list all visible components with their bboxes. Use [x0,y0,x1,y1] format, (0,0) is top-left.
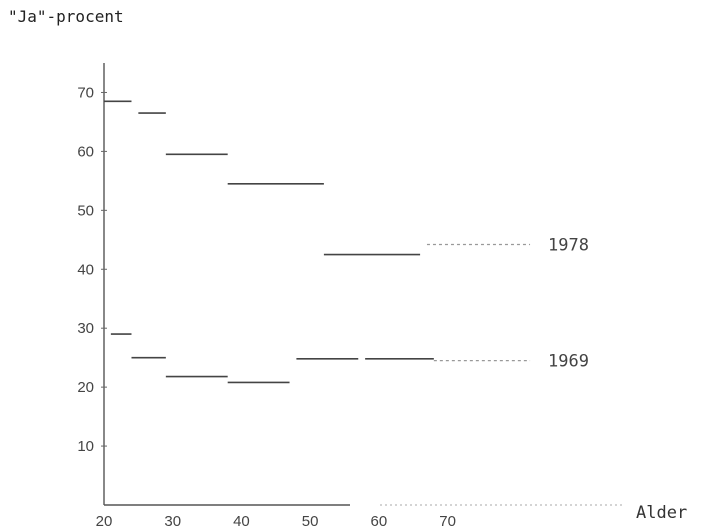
y-tick-label: 10 [77,438,94,455]
y-axis-label: "Ja"-procent [8,7,124,26]
x-tick-label: 70 [439,513,456,530]
x-axis-label: Alder [636,503,687,523]
series-1978: 1978 [104,100,589,256]
y-tick-label: 60 [77,143,94,160]
x-tick-label: 30 [164,513,181,530]
y-tick-label: 30 [77,320,94,337]
axes [103,63,625,506]
x-tick-label: 50 [302,513,319,530]
x-tick-label: 60 [371,513,388,530]
series-label-1969: 1969 [548,352,589,372]
y-tick-label: 40 [77,261,94,278]
x-tick-label: 20 [96,513,113,530]
y-tick-label: 20 [77,379,94,396]
series-label-1978: 1978 [548,236,589,256]
x-tick-label: 40 [233,513,250,530]
y-tick-label: 70 [77,84,94,101]
series-1969: 1969 [110,333,589,384]
y-tick-label: 50 [77,202,94,219]
x-ticks: 20 30 40 50 60 70 [96,513,456,530]
y-ticks: 10 20 30 40 50 60 70 [77,84,107,455]
series-group: 1978 1969 [104,100,589,384]
